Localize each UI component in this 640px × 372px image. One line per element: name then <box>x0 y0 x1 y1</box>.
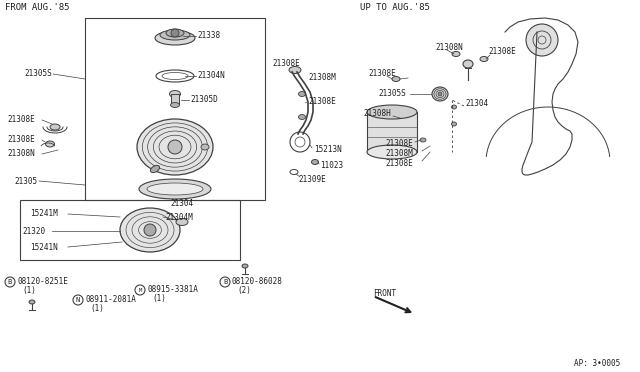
Circle shape <box>171 29 179 37</box>
Text: 21308N: 21308N <box>435 42 463 51</box>
Circle shape <box>526 24 558 56</box>
Text: 21308E: 21308E <box>308 97 336 106</box>
Ellipse shape <box>159 135 191 159</box>
Ellipse shape <box>148 127 202 167</box>
Text: 21304: 21304 <box>170 199 193 208</box>
Ellipse shape <box>451 105 456 109</box>
Text: FROM AUG.'85: FROM AUG.'85 <box>5 3 70 13</box>
Text: 08120-8251E: 08120-8251E <box>17 278 68 286</box>
Text: 21304: 21304 <box>465 99 488 109</box>
Text: 08915-3381A: 08915-3381A <box>147 285 198 295</box>
Ellipse shape <box>463 60 473 68</box>
Ellipse shape <box>289 67 301 74</box>
Text: 21305S: 21305S <box>24 70 52 78</box>
Text: 21320: 21320 <box>22 228 45 237</box>
Bar <box>171 94 179 104</box>
Ellipse shape <box>29 300 35 304</box>
Ellipse shape <box>170 103 179 108</box>
Text: (1): (1) <box>90 305 104 314</box>
Ellipse shape <box>137 119 213 175</box>
Ellipse shape <box>154 131 196 163</box>
Ellipse shape <box>50 124 60 130</box>
Ellipse shape <box>45 141 54 147</box>
Text: 21308E: 21308E <box>385 160 413 169</box>
Ellipse shape <box>480 57 488 61</box>
Ellipse shape <box>432 87 448 101</box>
Text: 21308M: 21308M <box>308 73 336 81</box>
Ellipse shape <box>298 115 305 119</box>
Text: FRONT: FRONT <box>373 289 396 298</box>
Ellipse shape <box>420 138 426 142</box>
Bar <box>20 200 240 260</box>
Ellipse shape <box>126 212 174 248</box>
Ellipse shape <box>397 115 407 121</box>
Text: 21308M: 21308M <box>385 150 413 158</box>
Text: 08911-2081A: 08911-2081A <box>85 295 136 305</box>
Ellipse shape <box>120 208 180 252</box>
Text: N: N <box>76 297 80 303</box>
Ellipse shape <box>142 123 207 171</box>
Text: B: B <box>223 279 227 285</box>
Circle shape <box>144 224 156 236</box>
Text: 08120-86028: 08120-86028 <box>232 278 283 286</box>
Text: 21308E: 21308E <box>368 70 396 78</box>
Ellipse shape <box>392 77 400 81</box>
Text: 21308N: 21308N <box>7 150 35 158</box>
Ellipse shape <box>176 218 188 225</box>
Ellipse shape <box>155 31 195 45</box>
Text: 21308H: 21308H <box>363 109 391 119</box>
Text: 21305: 21305 <box>15 176 38 186</box>
Ellipse shape <box>436 90 444 97</box>
Text: 15213N: 15213N <box>314 144 342 154</box>
Text: 21308E: 21308E <box>488 48 516 57</box>
Text: M: M <box>138 288 141 292</box>
Text: (1): (1) <box>22 286 36 295</box>
Text: 21308E: 21308E <box>272 60 300 68</box>
Ellipse shape <box>166 29 184 37</box>
Text: 11023: 11023 <box>320 160 343 170</box>
Ellipse shape <box>367 145 417 159</box>
Text: 21308E: 21308E <box>7 135 35 144</box>
Text: 21304M: 21304M <box>165 212 193 221</box>
Text: 21308E: 21308E <box>385 140 413 148</box>
Text: B: B <box>8 279 12 285</box>
Ellipse shape <box>452 51 460 57</box>
Text: 15241N: 15241N <box>30 244 58 253</box>
Text: (2): (2) <box>237 286 251 295</box>
Text: 21338: 21338 <box>197 32 220 41</box>
Text: 21309E: 21309E <box>298 176 326 185</box>
Text: UP TO AUG.'85: UP TO AUG.'85 <box>360 3 430 13</box>
Bar <box>367 112 417 152</box>
Ellipse shape <box>312 160 319 164</box>
Circle shape <box>438 92 442 96</box>
Ellipse shape <box>434 89 446 99</box>
Ellipse shape <box>170 90 180 97</box>
Ellipse shape <box>160 30 190 40</box>
Ellipse shape <box>201 144 209 150</box>
Ellipse shape <box>150 166 159 173</box>
Ellipse shape <box>451 122 456 126</box>
Ellipse shape <box>139 179 211 199</box>
Text: 21305S: 21305S <box>378 90 406 99</box>
Text: 21304N: 21304N <box>197 71 225 80</box>
Bar <box>85 18 265 200</box>
Text: AP: 3•0005: AP: 3•0005 <box>573 359 620 369</box>
Ellipse shape <box>367 105 417 119</box>
Text: (1): (1) <box>152 295 166 304</box>
Ellipse shape <box>147 183 203 195</box>
Ellipse shape <box>242 264 248 268</box>
Text: 21308E: 21308E <box>7 115 35 125</box>
Circle shape <box>168 140 182 154</box>
Ellipse shape <box>139 222 161 238</box>
Ellipse shape <box>132 217 168 243</box>
Text: 21305D: 21305D <box>190 96 218 105</box>
Ellipse shape <box>298 92 305 96</box>
Text: 15241M: 15241M <box>30 209 58 218</box>
